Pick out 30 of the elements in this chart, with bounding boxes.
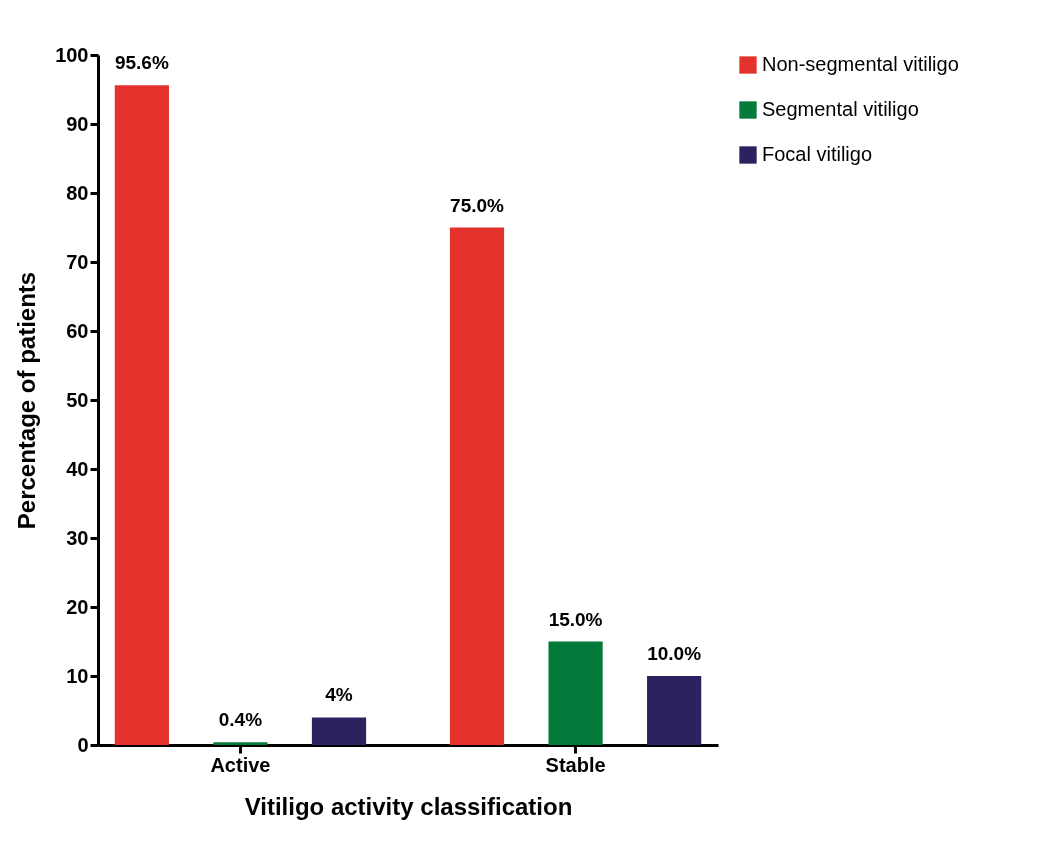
bar xyxy=(213,742,268,745)
x-tick-label: Active xyxy=(210,753,271,776)
data-label: 0.4% xyxy=(218,709,263,731)
y-tick-label: 20 xyxy=(66,595,89,618)
y-axis-title: Percentage of patients xyxy=(13,271,41,530)
data-label: 95.6% xyxy=(114,52,169,74)
y-tick-label: 0 xyxy=(77,733,89,756)
y-tick-label: 40 xyxy=(66,457,89,480)
y-tick-label: 100 xyxy=(55,43,89,66)
y-tick-label: 80 xyxy=(66,181,89,204)
bar xyxy=(548,641,603,745)
y-tick-label: 10 xyxy=(66,664,89,687)
bar xyxy=(449,227,505,745)
data-label: 4% xyxy=(325,684,353,706)
data-label: 75.0% xyxy=(450,194,505,216)
data-label: 15.0% xyxy=(548,608,603,630)
y-tick-label: 70 xyxy=(66,250,89,273)
x-tick-label: Stable xyxy=(545,753,606,776)
y-tick-label: 90 xyxy=(66,112,89,135)
legend-label: Segmental vitiligo xyxy=(762,98,919,120)
bar xyxy=(647,676,702,745)
legend-label: Non-segmental vitiligo xyxy=(762,53,959,75)
bar xyxy=(114,85,169,745)
y-tick-label: 50 xyxy=(66,388,89,411)
x-axis-title: Vitiligo activity classification xyxy=(244,792,573,820)
y-tick-label: 30 xyxy=(66,526,89,549)
legend-label: Focal vitiligo xyxy=(762,143,873,165)
bar xyxy=(311,717,367,745)
data-label: 10.0% xyxy=(647,643,702,664)
y-tick-label: 60 xyxy=(66,319,89,342)
